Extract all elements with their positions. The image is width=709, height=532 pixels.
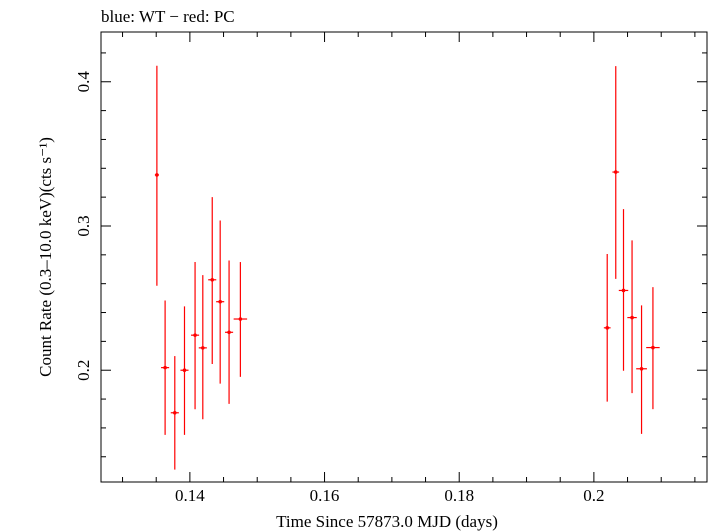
x-axis-label: Time Since 57873.0 MJD (days) (276, 512, 498, 531)
point-marker (630, 315, 634, 320)
data-point (198, 275, 207, 420)
point-marker (163, 365, 167, 370)
data-point (233, 262, 248, 377)
x-tick-label: 0.14 (175, 486, 205, 505)
data-point (191, 262, 200, 410)
data-point (216, 220, 225, 384)
data-point (618, 209, 629, 371)
point-marker (605, 326, 610, 330)
point-marker (172, 410, 177, 415)
point-marker (201, 346, 205, 350)
y-tick-label: 0.4 (74, 71, 93, 93)
x-tick-label: 0.2 (583, 486, 604, 505)
point-marker (613, 170, 618, 174)
point-marker (193, 333, 197, 337)
data-point (161, 300, 170, 435)
point-marker (182, 368, 187, 373)
x-tick-label: 0.16 (310, 486, 340, 505)
data-point (627, 240, 637, 394)
data-point (154, 65, 159, 286)
data-point (170, 356, 179, 470)
data-point (646, 287, 660, 410)
y-axis: 0.2 0.3 0.4 (74, 52, 707, 458)
chart-title: blue: WT − red: PC (101, 7, 235, 26)
point-marker (218, 299, 222, 304)
y-tick-label: 0.3 (74, 215, 93, 236)
point-marker (621, 288, 626, 293)
data-point (208, 197, 217, 365)
data-point (180, 306, 189, 435)
plot-frame (100, 31, 708, 483)
x-axis: 0.14 0.16 0.18 0.2 (122, 32, 696, 505)
data-point (225, 260, 234, 404)
point-marker (651, 345, 655, 350)
data-point (603, 253, 611, 402)
x-tick-label: 0.18 (444, 486, 474, 505)
point-marker (227, 330, 231, 335)
data-points (154, 65, 660, 470)
y-axis-label: Count Rate (0.3–10.0 keV)(cts s⁻¹) (36, 137, 55, 377)
point-marker (639, 366, 644, 371)
point-marker (210, 277, 215, 282)
data-point (612, 66, 620, 279)
point-marker (238, 317, 243, 321)
y-tick-label: 0.2 (74, 360, 93, 381)
point-marker (155, 173, 159, 177)
data-point (636, 305, 647, 434)
